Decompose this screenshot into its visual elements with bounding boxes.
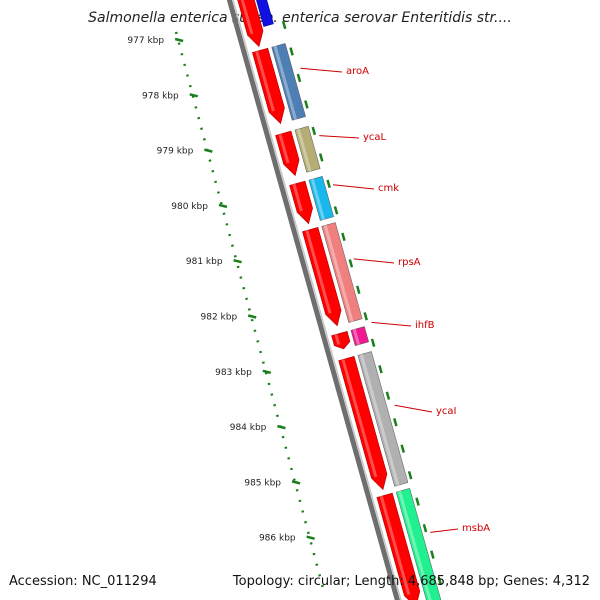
- backbone-line: [226, 0, 400, 600]
- track-tick: [400, 444, 406, 453]
- scale-tick: [218, 203, 228, 209]
- gene-arrow-shine: [379, 495, 411, 595]
- track-tick: [311, 126, 317, 136]
- gene-leader-line: [300, 67, 343, 73]
- scale-tick-label: 977 kbp: [127, 36, 164, 46]
- scale-tick: [204, 148, 213, 153]
- gene-block[interactable]: [252, 0, 274, 27]
- scale-tick: [189, 93, 199, 98]
- scale-tick: [262, 369, 272, 375]
- gene-label-ycaI[interactable]: ycaI: [436, 406, 457, 417]
- gene-arrow-shine: [240, 0, 254, 35]
- gene-block-shine: [273, 45, 297, 120]
- track-tick: [415, 497, 420, 506]
- scale-tick-label: 981 kbp: [186, 257, 223, 267]
- gene-block-shine: [359, 354, 400, 486]
- track-tick: [370, 338, 376, 347]
- gene-block-shine: [296, 128, 312, 172]
- reverse-gene-arrow[interactable]: [331, 331, 351, 350]
- track-tick: [430, 550, 435, 559]
- gene-block-aroA[interactable]: [271, 43, 306, 121]
- scale-tick: [291, 480, 301, 485]
- scale-tick: [306, 535, 315, 540]
- track-tick: [385, 391, 391, 400]
- gene-arrow-shine: [341, 359, 378, 478]
- map-title: Salmonella enterica subsp. enterica sero…: [88, 10, 512, 26]
- gene-arrow-shine: [305, 230, 332, 314]
- scale-tick: [277, 424, 286, 430]
- track-tick: [407, 470, 413, 480]
- gene-block-ihfB[interactable]: [350, 326, 370, 347]
- gene-block-shine: [352, 328, 360, 346]
- accession-text: Accession: NC_011294: [9, 574, 157, 589]
- gene-arrow-shine: [334, 334, 341, 345]
- track-tick: [296, 73, 302, 83]
- gene-label-cmk[interactable]: cmk: [378, 183, 399, 194]
- gene-block-cmk[interactable]: [308, 175, 335, 221]
- gene-leader-line: [332, 184, 375, 190]
- gene-label-ycaL[interactable]: ycaL: [363, 132, 387, 143]
- scale-tick: [247, 314, 257, 319]
- track-tick: [348, 259, 354, 268]
- scale-tick-label: 979 kbp: [157, 147, 194, 157]
- track-tick: [333, 206, 339, 215]
- backbone-highlight: [232, 0, 402, 600]
- gene-label-ihfB[interactable]: ihfB: [415, 320, 435, 331]
- gene-label-msbA[interactable]: msbA: [462, 523, 490, 534]
- gene-block-shine: [398, 490, 432, 600]
- gene-block-shine: [323, 224, 354, 322]
- gene-label-aroA[interactable]: aroA: [346, 66, 369, 77]
- track-tick: [318, 153, 324, 162]
- gene-leader-line: [371, 321, 412, 327]
- track-tick: [281, 20, 287, 30]
- track-tick: [437, 576, 443, 586]
- scale-tick-label: 986 kbp: [259, 534, 296, 544]
- track-tick: [378, 365, 383, 374]
- gene-block-ycaL[interactable]: [294, 125, 321, 173]
- track-tick: [326, 179, 331, 189]
- scale-tick-label: 982 kbp: [201, 313, 238, 323]
- scale-tick-label: 978 kbp: [142, 91, 179, 101]
- track-tick: [422, 523, 428, 533]
- gene-arrow-shine: [278, 133, 290, 164]
- scale-tick-label: 985 kbp: [244, 478, 281, 488]
- gene-leader-line: [319, 135, 360, 139]
- scale-tick-label: 983 kbp: [215, 368, 252, 378]
- reverse-gene-arrow[interactable]: [289, 180, 313, 225]
- track-tick: [304, 100, 309, 109]
- gene-block-rpsA[interactable]: [321, 222, 363, 323]
- scale-tick-label: 980 kbp: [171, 202, 208, 212]
- track-tick: [289, 47, 294, 56]
- scale-tick-label: 984 kbp: [230, 423, 267, 433]
- track-tick: [363, 312, 368, 321]
- gene-leader-line: [353, 258, 395, 264]
- gene-arrow-shine: [255, 50, 275, 112]
- track-tick: [393, 418, 398, 427]
- track-tick: [355, 285, 361, 294]
- scale-tick: [233, 258, 242, 264]
- gene-block-msbA[interactable]: [395, 487, 442, 600]
- genome-summary-text: Topology: circular; Length: 4,685,848 bp…: [232, 574, 590, 589]
- gene-block-shine: [310, 178, 325, 220]
- track-tick: [341, 232, 346, 242]
- gene-leader-line: [394, 404, 433, 413]
- gene-arrow-shine: [292, 183, 303, 212]
- gene-label-rpsA[interactable]: rpsA: [398, 257, 421, 268]
- gene-leader-line: [430, 528, 459, 533]
- gene-block-ycaI[interactable]: [357, 351, 409, 487]
- scale-tick: [174, 37, 184, 43]
